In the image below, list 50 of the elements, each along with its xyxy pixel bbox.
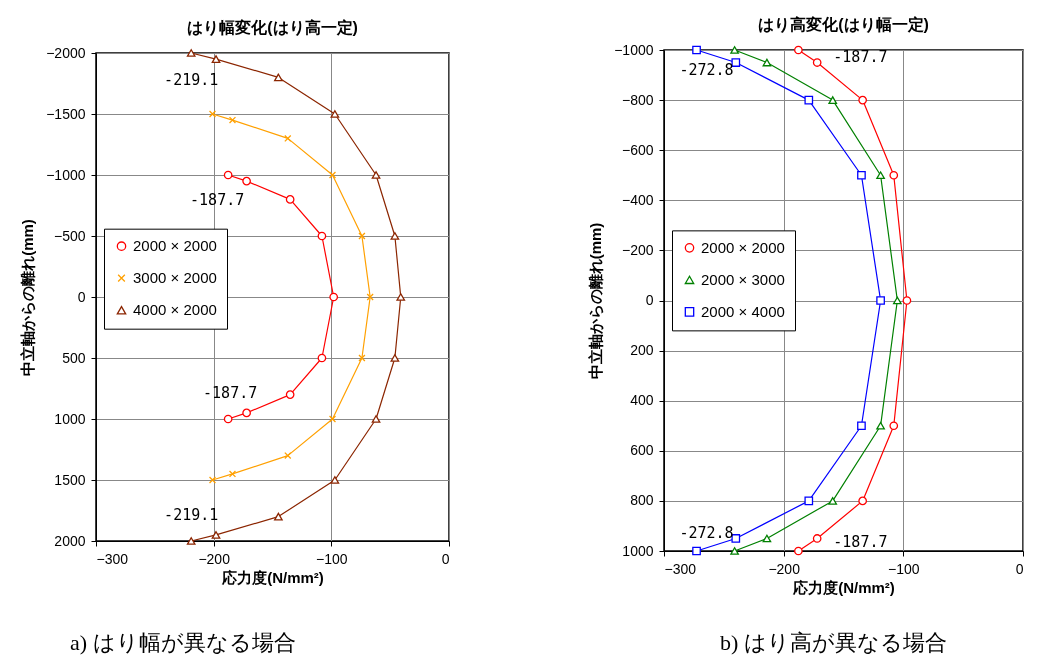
annotation: -219.1 xyxy=(164,71,219,89)
x-tick-label: −100 xyxy=(316,550,348,567)
x-tick-label: −300 xyxy=(664,560,697,577)
y-tick-label: 600 xyxy=(630,442,654,459)
x-axis-title: 応力度(N/mm²) xyxy=(792,578,895,596)
y-tick-label: 2000 xyxy=(54,532,86,549)
legend-label: 3000 × 2000 xyxy=(133,269,217,287)
y-tick-label: −600 xyxy=(621,141,654,158)
y-tick-label: 200 xyxy=(630,342,654,359)
y-tick-label: −1000 xyxy=(46,166,86,183)
y-tick-label: −400 xyxy=(621,191,654,208)
text: b) はり高が異なる場合 xyxy=(720,629,947,657)
y-tick-label: 500 xyxy=(62,349,86,366)
x-tick-label: −300 xyxy=(96,550,129,567)
text: a) はり幅が異なる場合 xyxy=(70,629,296,657)
chart-title: はり幅変化(はり高一定) xyxy=(187,18,358,36)
legend-label: 2000 × 2000 xyxy=(701,238,785,256)
y-tick-label: 1000 xyxy=(54,410,86,427)
y-tick-label: −2000 xyxy=(46,44,86,61)
x-tick-label: −100 xyxy=(888,560,920,577)
y-tick-label: −200 xyxy=(621,241,654,258)
x-tick-label: 0 xyxy=(441,550,450,567)
y-tick-label: 1000 xyxy=(622,542,654,559)
legend-label: 2000 × 3000 xyxy=(701,270,785,288)
y-tick-label: 0 xyxy=(77,288,86,305)
y-tick-label: −1000 xyxy=(614,41,654,58)
y-tick-label: 0 xyxy=(645,292,654,308)
y-tick-label: 1500 xyxy=(54,471,86,488)
legend-label: 4000 × 2000 xyxy=(133,301,217,319)
y-axis-title: 中立軸からの離れ(mm) xyxy=(587,222,605,380)
annotation: -187.7 xyxy=(203,384,258,402)
x-axis-title: 応力度(N/mm²) xyxy=(221,568,324,586)
annotation: -272.8 xyxy=(679,524,734,542)
annotation: -187.7 xyxy=(190,191,245,209)
y-tick-label: −800 xyxy=(621,91,654,108)
x-tick-label: 0 xyxy=(1015,560,1024,577)
annotation: -272.8 xyxy=(679,61,734,79)
legend-label: 2000 × 2000 xyxy=(133,237,217,255)
y-tick-label: 400 xyxy=(630,392,654,409)
y-axis-title: 中立軸からの離れ(mm) xyxy=(19,219,37,376)
x-tick-label: −200 xyxy=(768,560,801,577)
annotation: -187.7 xyxy=(833,533,888,551)
x-tick-label: −200 xyxy=(198,550,231,567)
chart-title: はり高変化(はり幅一定) xyxy=(758,15,929,33)
annotation: -219.1 xyxy=(164,506,219,524)
y-tick-label: −1500 xyxy=(46,105,86,122)
y-tick-label: −500 xyxy=(53,227,86,244)
legend-label: 2000 × 4000 xyxy=(701,302,785,320)
y-tick-label: 800 xyxy=(630,492,654,509)
annotation: -187.7 xyxy=(833,48,888,66)
